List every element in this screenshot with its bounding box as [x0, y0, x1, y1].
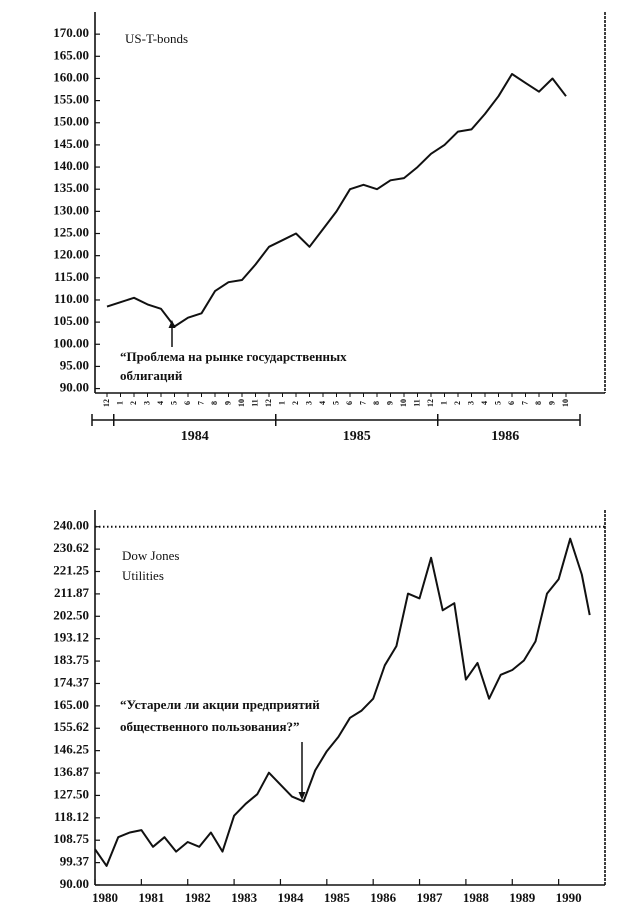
y-tick-label: 127.50 — [53, 786, 89, 801]
x-tick-label: 1985 — [324, 890, 351, 905]
x-tick-label: 10 — [399, 399, 408, 407]
y-tick-label: 150.00 — [53, 114, 89, 129]
x-tick-label: 11 — [250, 399, 259, 407]
y-tick-label: 99.37 — [60, 854, 90, 869]
chart-title: US-T-bonds — [125, 31, 188, 46]
x-tick-label: 1982 — [185, 890, 211, 905]
x-tick-label: 1990 — [556, 890, 582, 905]
y-tick-label: 146.25 — [53, 742, 89, 757]
annotation: облигаций — [120, 368, 183, 383]
x-tick-label: 1 — [277, 401, 286, 405]
x-tick-label: 12 — [426, 399, 435, 407]
y-tick-label: 193.12 — [53, 630, 89, 645]
chart-title: Utilities — [122, 568, 164, 583]
y-tick-label: 165.00 — [53, 47, 89, 62]
y-tick-label: 211.87 — [54, 585, 90, 600]
x-tick-label: 2 — [453, 401, 462, 405]
x-tick-label: 5 — [169, 401, 178, 405]
x-tick-label: 10 — [561, 399, 570, 407]
y-tick-label: 100.00 — [53, 335, 89, 350]
x-tick-label: 1987 — [417, 890, 444, 905]
x-tick-label: 2 — [129, 401, 138, 405]
year-label: 1984 — [181, 429, 209, 444]
y-tick-label: 125.00 — [53, 224, 89, 239]
x-tick-label: 3 — [304, 401, 313, 405]
year-label: 1985 — [343, 429, 371, 444]
x-tick-label: 1 — [439, 401, 448, 405]
x-tick-label: 9 — [385, 401, 394, 405]
x-tick-label: 7 — [196, 401, 205, 405]
y-tick-label: 130.00 — [53, 202, 89, 217]
x-tick-label: 7 — [520, 401, 529, 405]
x-tick-label: 5 — [493, 401, 502, 405]
x-tick-label: 1989 — [509, 890, 536, 905]
y-tick-label: 202.50 — [53, 607, 89, 622]
x-tick-label: 12 — [102, 399, 111, 407]
x-tick-label: 3 — [466, 401, 475, 405]
arrow-head — [298, 792, 306, 800]
y-tick-label: 90.00 — [60, 876, 89, 891]
annotation: общественного пользования?” — [120, 719, 300, 734]
x-tick-label: 7 — [358, 401, 367, 405]
x-tick-label: 8 — [372, 401, 381, 405]
x-tick-label: 8 — [534, 401, 543, 405]
y-tick-label: 230.62 — [53, 540, 89, 555]
y-tick-label: 90.00 — [60, 380, 89, 395]
y-tick-label: 183.75 — [53, 652, 89, 667]
y-tick-label: 115.00 — [54, 269, 89, 284]
x-tick-label: 6 — [345, 401, 354, 405]
y-tick-label: 165.00 — [53, 697, 89, 712]
y-tick-label: 108.75 — [53, 831, 89, 846]
x-tick-label: 4 — [318, 401, 327, 405]
x-tick-label: 11 — [412, 399, 421, 407]
x-tick-label: 9 — [223, 401, 232, 405]
x-tick-label: 5 — [331, 401, 340, 405]
y-tick-label: 105.00 — [53, 313, 89, 328]
x-tick-label: 12 — [264, 399, 273, 407]
annotation: “Устарели ли акции предприятий — [120, 697, 320, 712]
x-tick-label: 2 — [291, 401, 300, 405]
y-tick-label: 240.00 — [53, 518, 89, 533]
y-tick-label: 110.00 — [54, 291, 89, 306]
x-tick-label: 1983 — [231, 890, 258, 905]
y-tick-label: 221.25 — [53, 562, 89, 577]
x-tick-label: 9 — [547, 401, 556, 405]
x-tick-label: 1981 — [138, 890, 164, 905]
chart-title: Dow Jones — [122, 548, 179, 563]
x-tick-label: 1984 — [277, 890, 304, 905]
x-tick-label: 6 — [183, 401, 192, 405]
y-tick-label: 136.87 — [53, 764, 89, 779]
price-line — [94, 537, 591, 867]
y-tick-label: 140.00 — [53, 158, 89, 173]
y-tick-label: 95.00 — [60, 357, 89, 372]
y-tick-label: 145.00 — [53, 136, 89, 151]
y-tick-label: 120.00 — [53, 247, 89, 262]
y-tick-label: 174.37 — [53, 674, 89, 689]
x-tick-label: 6 — [507, 401, 516, 405]
annotation: “Проблема на рынке государственных — [120, 349, 347, 364]
x-tick-label: 4 — [156, 401, 165, 405]
y-tick-label: 155.62 — [53, 719, 89, 734]
y-tick-label: 170.00 — [53, 25, 89, 40]
x-tick-label: 8 — [210, 401, 219, 405]
x-tick-label: 3 — [142, 401, 151, 405]
y-tick-label: 160.00 — [53, 69, 89, 84]
y-tick-label: 118.12 — [54, 809, 89, 824]
x-tick-label: 1988 — [463, 890, 490, 905]
x-tick-label: 1 — [115, 401, 124, 405]
year-label: 1986 — [491, 429, 519, 444]
price-line — [106, 73, 567, 328]
y-tick-label: 135.00 — [53, 180, 89, 195]
x-tick-label: 1986 — [370, 890, 397, 905]
y-tick-label: 155.00 — [53, 92, 89, 107]
x-tick-label: 1980 — [92, 890, 118, 905]
x-tick-label: 10 — [237, 399, 246, 407]
x-tick-label: 4 — [480, 401, 489, 405]
